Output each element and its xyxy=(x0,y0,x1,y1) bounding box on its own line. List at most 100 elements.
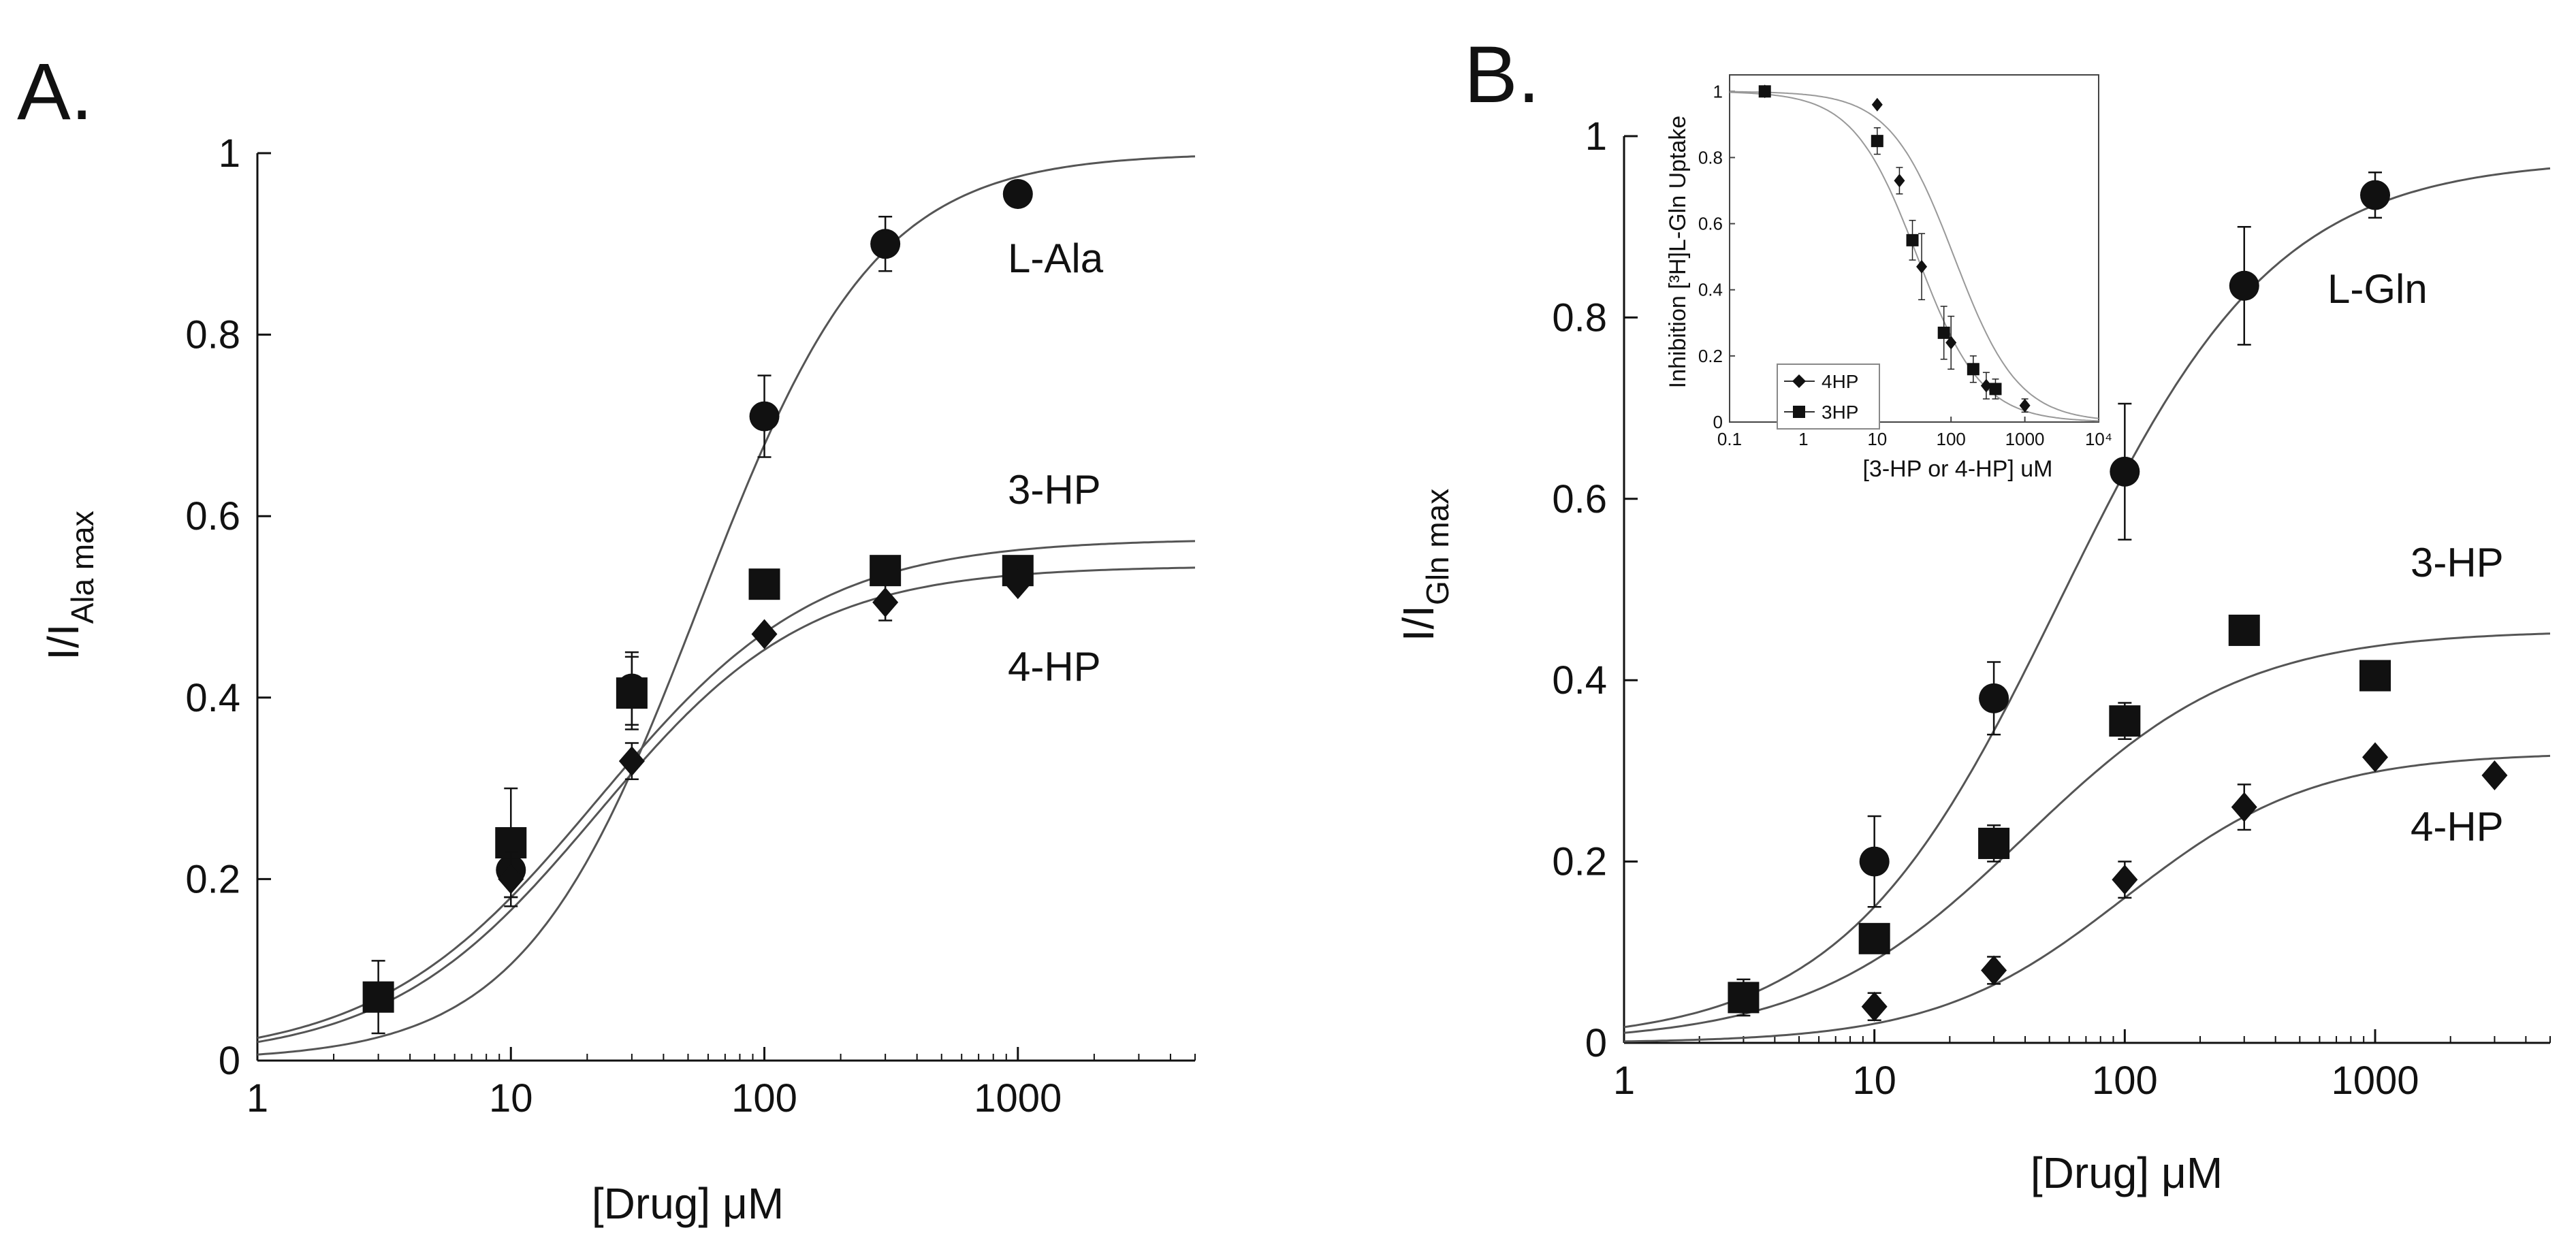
panel-a-y-tick-label: 0.4 xyxy=(185,676,240,720)
panel-a-3-hp-point xyxy=(870,555,902,587)
panel-b-4-hp-point xyxy=(1981,955,2007,986)
panel-b-l-gln-point xyxy=(2229,270,2259,301)
panel-b-axes: 0 0.2 0.4 0.6 0.8 1 1 10 100 1000 xyxy=(1552,114,2551,1103)
panel-b-x-tick-label: 10 xyxy=(1852,1059,1896,1103)
inset-y-tick-label: 0.2 xyxy=(1698,346,1723,366)
inset-4hp-point xyxy=(2019,398,2031,413)
inset-fit-4hp xyxy=(1729,91,2099,419)
panel-b-l-gln-point xyxy=(2110,456,2140,487)
inset-y-tick-label: 0.8 xyxy=(1698,147,1723,167)
panel-a-fit-4-hp xyxy=(257,566,1196,1044)
panel-a-x-tick-label: 1000 xyxy=(974,1076,1062,1120)
panel-a-label: A. xyxy=(17,47,93,137)
inset-legend-box xyxy=(1777,364,1880,430)
panel-b-fit-l-gln xyxy=(1623,167,2551,1029)
panel-b-y-tick-label: 1 xyxy=(1585,114,1607,159)
panel-a-y-tick-label: 0.2 xyxy=(185,857,240,901)
panel-b-l-gln-point xyxy=(2360,180,2391,210)
panel-a-3-hp-point xyxy=(616,677,648,709)
panel-b-series-label-3-hp: 3-HP xyxy=(2411,540,2504,585)
inset-x-tick-label: 0.1 xyxy=(1717,429,1742,449)
inset-legend-marker-4hp xyxy=(1792,374,1806,388)
panel-a-fit-curves xyxy=(257,155,1196,1056)
inset-legend: 4HP 3HP xyxy=(1777,364,1880,430)
panel-a-l-ala-point xyxy=(1002,178,1033,209)
panel-a-4-hp-point xyxy=(618,746,645,777)
inset-4hp-point xyxy=(1894,174,1905,188)
panel-a-fit-3-hp xyxy=(257,540,1196,1039)
svg-text:I/IGln max: I/IGln max xyxy=(1394,489,1455,642)
inset-3hp-point xyxy=(1758,85,1771,98)
panel-a-3-hp-point xyxy=(748,568,780,600)
panel-a-fit-l-ala xyxy=(257,155,1196,1056)
panel-b-4-hp-point xyxy=(2362,742,2389,773)
panel-b-y-tick-label: 0.8 xyxy=(1552,295,1607,340)
inset-3hp-point xyxy=(1906,233,1919,246)
panel-b-inset: 0 0.2 0.4 0.6 0.8 1 0.1 1 10 100 1000 10⁴ 4HP 3HP [… xyxy=(1665,74,2112,482)
panel-b-3-hp-point xyxy=(1978,827,2010,859)
inset-x-tick-label: 1000 xyxy=(2005,429,2045,449)
inset-3hp-point xyxy=(1989,383,2002,396)
panel-b-3-hp-point xyxy=(2359,660,2391,692)
panel-b-series-label-4-hp: 4-HP xyxy=(2411,804,2504,850)
panel-a-series-label-l-ala: L-Ala xyxy=(1008,236,1104,281)
inset-y-axis-title: Inhibition [³H]L-Gln Uptake xyxy=(1665,116,1691,389)
panel-a-4-hp-point xyxy=(872,587,899,617)
svg-text:I/IAla max: I/IAla max xyxy=(39,511,100,660)
panel-a-series-label-3-hp: 3-HP xyxy=(1008,467,1101,513)
panel-a-4-hp-point xyxy=(1004,569,1031,600)
panel-b-fit-3-hp xyxy=(1623,632,2551,1034)
inset-y-tick-label: 0.4 xyxy=(1698,280,1723,300)
inset-4hp-point xyxy=(1980,378,1992,393)
panel-b-3-hp-point xyxy=(1728,982,1760,1014)
inset-y-tick-label: 0.6 xyxy=(1698,214,1723,234)
panel-b-label: B. xyxy=(1464,30,1540,120)
panel-a-4-hp-point xyxy=(751,619,778,649)
inset-fit-3hp xyxy=(1729,91,2099,422)
panel-b-y-tick-label: 0.2 xyxy=(1552,840,1607,884)
panel-b-fit-4-hp xyxy=(1623,754,2551,1043)
inset-fit-curves xyxy=(1729,91,2099,422)
panel-a-y-tick-label: 1 xyxy=(219,131,240,176)
panel-a-4-hp-point xyxy=(498,864,524,894)
inset-legend-marker-3hp xyxy=(1793,406,1805,418)
inset-x-tick-label: 100 xyxy=(1937,429,1966,449)
panel-b: B. 0 0.2 0.4 0.6 0.8 1 1 10 100 1000 L-Gln 3-HP 4… xyxy=(1394,30,2551,1197)
panel-b-x-tick-label: 1 xyxy=(1613,1059,1635,1103)
panel-b-y-title-main: I/I xyxy=(1394,605,1443,641)
inset-legend-label-3hp: 3HP xyxy=(1822,402,1858,423)
inset-frame xyxy=(1729,74,2099,423)
inset-3hp-point xyxy=(1871,135,1883,148)
panel-b-3-hp-point xyxy=(2109,705,2141,737)
panel-a-x-tick-label: 100 xyxy=(731,1076,797,1120)
panel-a-y-axis-title: I/IAla max xyxy=(39,511,100,660)
inset-4hp-point xyxy=(1916,259,1928,274)
panel-b-series-label-l-gln: L-Gln xyxy=(2327,266,2428,312)
panel-b-data-points xyxy=(1728,172,2508,1022)
inset-y-tick-label: 0 xyxy=(1713,412,1723,432)
panel-a-data-points xyxy=(362,178,1034,1035)
panel-b-4-hp-point xyxy=(2112,865,2138,895)
inset-4hp-point xyxy=(1945,336,1957,350)
panel-b-4-hp-point xyxy=(1861,991,1888,1022)
panel-b-y-tick-label: 0.4 xyxy=(1552,658,1607,703)
inset-3hp-point xyxy=(1967,363,1979,376)
panel-b-3-hp-point xyxy=(1858,922,1890,954)
inset-x-tick-label: 10⁴ xyxy=(2085,429,2112,449)
panel-a-series-label-4-hp: 4-HP xyxy=(1008,644,1101,690)
inset-3hp-point xyxy=(1937,326,1950,339)
panel-a-axes: 0 0.2 0.4 0.6 0.8 1 1 10 100 1000 xyxy=(185,131,1196,1120)
inset-4hp-point xyxy=(1871,97,1883,112)
panel-b-x-tick-label: 1000 xyxy=(2331,1059,2419,1103)
inset-x-axis-title: [3-HP or 4-HP] uM xyxy=(1862,456,2052,482)
panel-a-x-tick-label: 1 xyxy=(247,1076,268,1120)
inset-y-tick-label: 1 xyxy=(1713,81,1723,101)
panel-a-x-tick-label: 10 xyxy=(489,1076,533,1120)
panel-b-x-axis-title: [Drug] μM xyxy=(2031,1148,2223,1197)
inset-x-tick-label: 10 xyxy=(1867,429,1887,449)
panel-a-y-tick-label: 0.6 xyxy=(185,494,240,538)
panel-b-4-hp-point xyxy=(2481,760,2508,791)
panel-b-x-tick-label: 100 xyxy=(2092,1059,2158,1103)
inset-axes: 0 0.2 0.4 0.6 0.8 1 0.1 1 10 100 1000 10⁴ xyxy=(1698,74,2112,449)
